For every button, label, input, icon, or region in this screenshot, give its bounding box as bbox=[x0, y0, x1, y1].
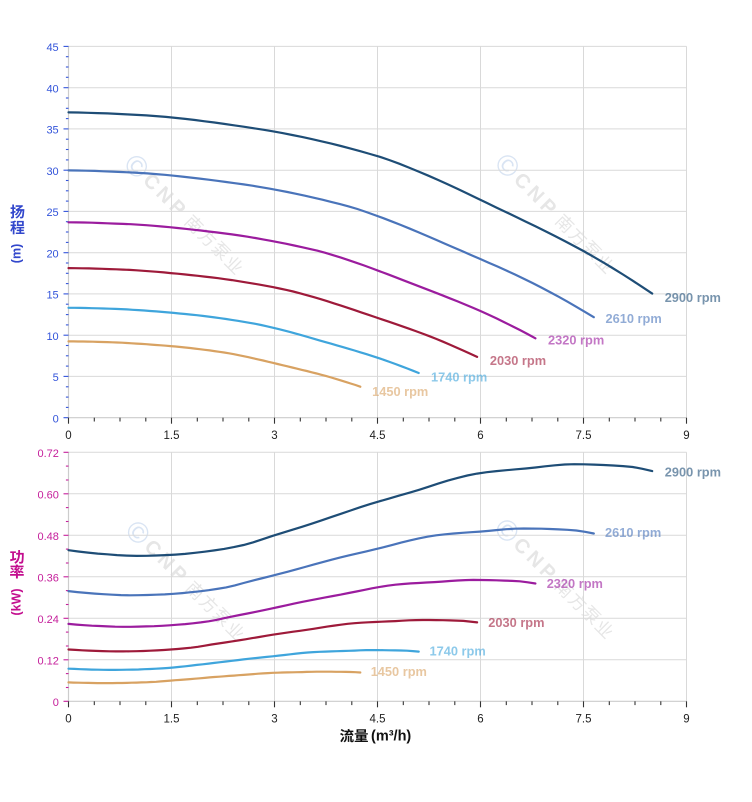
svg-text:2030 rpm: 2030 rpm bbox=[488, 615, 544, 630]
svg-text:9: 9 bbox=[683, 430, 689, 442]
svg-text:0: 0 bbox=[65, 714, 71, 726]
svg-text:2320 rpm: 2320 rpm bbox=[548, 333, 604, 348]
svg-text:2900 rpm: 2900 rpm bbox=[665, 290, 721, 305]
svg-text:0.72: 0.72 bbox=[37, 448, 58, 460]
svg-text:0: 0 bbox=[65, 430, 71, 442]
svg-text:0.24: 0.24 bbox=[37, 614, 58, 626]
svg-text:4.5: 4.5 bbox=[370, 430, 386, 442]
svg-text:3: 3 bbox=[271, 714, 277, 726]
svg-text:9: 9 bbox=[683, 714, 689, 726]
svg-text:1740 rpm: 1740 rpm bbox=[431, 369, 487, 384]
svg-text:20: 20 bbox=[46, 248, 58, 260]
svg-text:1.5: 1.5 bbox=[164, 430, 180, 442]
svg-text:40: 40 bbox=[46, 83, 58, 95]
svg-text:0: 0 bbox=[53, 697, 59, 709]
svg-text:1450 rpm: 1450 rpm bbox=[372, 384, 428, 399]
svg-text:2610 rpm: 2610 rpm bbox=[605, 525, 661, 540]
svg-text:45: 45 bbox=[46, 42, 58, 54]
svg-text:(m³/h): (m³/h) bbox=[371, 728, 411, 744]
svg-text:1.5: 1.5 bbox=[164, 714, 180, 726]
svg-text:2030 rpm: 2030 rpm bbox=[490, 353, 546, 368]
svg-text:0.60: 0.60 bbox=[37, 490, 58, 502]
svg-text:35: 35 bbox=[46, 125, 58, 137]
svg-text:1740 rpm: 1740 rpm bbox=[430, 644, 486, 659]
svg-text:(m): (m) bbox=[10, 244, 24, 263]
svg-text:2900 rpm: 2900 rpm bbox=[665, 464, 721, 479]
svg-text:0.12: 0.12 bbox=[37, 656, 58, 668]
svg-text:4.5: 4.5 bbox=[370, 714, 386, 726]
svg-text:2610 rpm: 2610 rpm bbox=[606, 311, 662, 326]
svg-text:0.36: 0.36 bbox=[37, 573, 58, 585]
svg-text:10: 10 bbox=[46, 331, 58, 343]
svg-text:25: 25 bbox=[46, 207, 58, 219]
svg-text:0: 0 bbox=[53, 413, 59, 425]
svg-text:6: 6 bbox=[477, 714, 483, 726]
svg-text:7.5: 7.5 bbox=[576, 714, 592, 726]
svg-text:15: 15 bbox=[46, 290, 58, 302]
svg-text:3: 3 bbox=[271, 430, 277, 442]
svg-text:30: 30 bbox=[46, 166, 58, 178]
svg-text:(kW): (kW) bbox=[10, 588, 24, 615]
svg-text:0.48: 0.48 bbox=[37, 531, 58, 543]
svg-text:6: 6 bbox=[477, 430, 483, 442]
svg-text:2320 rpm: 2320 rpm bbox=[547, 576, 603, 591]
svg-text:5: 5 bbox=[53, 372, 59, 384]
svg-text:7.5: 7.5 bbox=[576, 430, 592, 442]
svg-text:1450 rpm: 1450 rpm bbox=[371, 664, 427, 679]
